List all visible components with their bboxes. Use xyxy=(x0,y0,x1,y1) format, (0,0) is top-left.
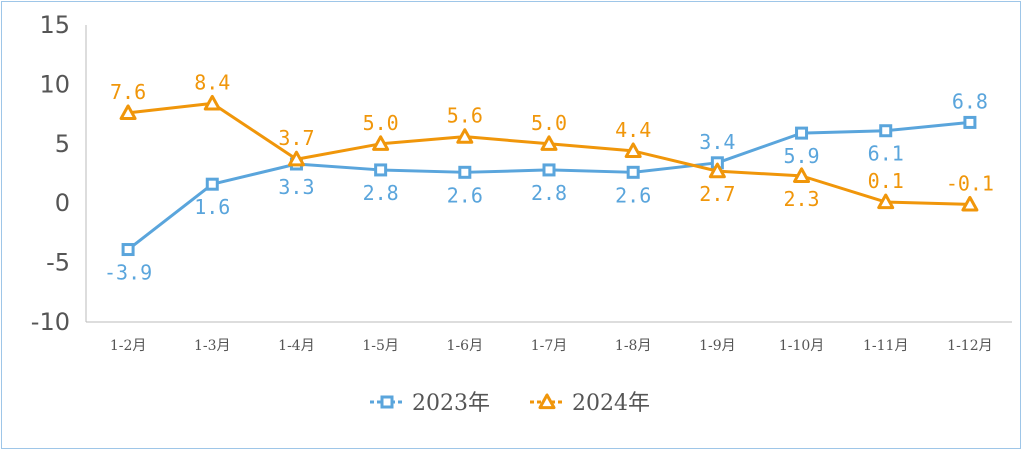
data-point xyxy=(879,124,893,138)
x-tick-label: 1-10月 xyxy=(779,338,824,354)
y-tick-label: 5 xyxy=(55,130,70,158)
y-tick-label: -5 xyxy=(46,249,70,277)
data-point xyxy=(963,115,977,129)
data-point xyxy=(372,135,390,151)
data-label: 8.4 xyxy=(194,70,230,94)
x-tick-label: 1-7月 xyxy=(531,338,568,354)
data-label: 3.4 xyxy=(699,130,735,154)
data-label: 5.0 xyxy=(363,111,399,135)
data-label: 2.7 xyxy=(699,182,735,206)
data-point xyxy=(203,94,221,111)
data-point xyxy=(458,165,472,179)
legend-swatch-marker xyxy=(380,395,394,409)
data-point xyxy=(877,193,895,210)
data-label: 2.8 xyxy=(363,181,399,205)
x-axis-ticks: 1-2月 1-3月 1-4月 1-5月 1-6月 1-7月 1-8月 1-9月 1-10月 1-1… xyxy=(110,338,993,354)
y-tick-label: 0 xyxy=(55,189,70,217)
data-label: 2.6 xyxy=(615,183,651,207)
x-tick-label: 1-12月 xyxy=(947,338,992,354)
data-label: 0.1 xyxy=(868,169,904,193)
y-tick-label: -10 xyxy=(31,308,70,336)
series-2 xyxy=(119,94,979,212)
data-label: 3.7 xyxy=(278,126,314,150)
x-tick-label: 1-4月 xyxy=(278,338,315,354)
data-point xyxy=(708,162,726,179)
data-label: 2.6 xyxy=(447,183,483,207)
data-label: 2.3 xyxy=(783,187,819,211)
x-tick-label: 1-6月 xyxy=(447,338,484,354)
y-tick-label: 15 xyxy=(39,11,70,39)
x-tick-label: 1-3月 xyxy=(194,338,231,354)
data-point xyxy=(540,135,558,151)
x-tick-label: 1-2月 xyxy=(110,338,147,354)
data-label: 6.8 xyxy=(952,89,988,113)
x-tick-label: 1-9月 xyxy=(699,338,736,354)
data-label: 7.6 xyxy=(110,80,146,104)
legend: 2023年 2024年 xyxy=(370,391,650,416)
data-point xyxy=(626,165,640,179)
data-point xyxy=(542,163,556,177)
data-point xyxy=(624,142,642,159)
data-point xyxy=(205,177,219,191)
legend-label: 2023年 xyxy=(412,391,490,416)
data-label: 3.3 xyxy=(278,175,314,199)
data-point xyxy=(119,104,137,121)
data-labels: -3.9 1.6 3.3 2.8 2.6 2.8 2.6 3.4 5.9 6.1 6.8 7.6 8.4… xyxy=(104,70,994,284)
data-point xyxy=(121,243,135,257)
data-point xyxy=(961,195,979,212)
y-tick-label: 10 xyxy=(39,70,70,98)
data-label: 5.9 xyxy=(783,144,819,168)
data-point xyxy=(287,150,305,167)
data-label: 4.4 xyxy=(615,118,651,142)
legend-item-2: 2024年 xyxy=(530,391,650,416)
data-point xyxy=(374,163,388,177)
legend-item-1: 2023年 xyxy=(370,391,490,416)
data-label: 1.6 xyxy=(194,195,230,219)
axes xyxy=(85,25,1012,323)
data-label: 5.6 xyxy=(447,104,483,128)
data-label: 6.1 xyxy=(868,142,904,166)
data-label: -3.9 xyxy=(104,261,152,285)
data-label: 5.0 xyxy=(531,111,567,135)
data-point xyxy=(456,128,474,144)
x-tick-label: 1-5月 xyxy=(362,338,399,354)
legend-swatch-marker xyxy=(538,393,556,410)
data-label: 2.8 xyxy=(531,181,567,205)
x-tick-label: 1-11月 xyxy=(863,338,908,354)
data-point xyxy=(793,167,811,183)
y-axis-ticks: -10 -5 0 5 10 15 xyxy=(31,11,70,336)
x-tick-label: 1-8月 xyxy=(615,338,652,354)
data-point xyxy=(795,126,809,140)
series-layer xyxy=(119,94,979,257)
legend-label: 2024年 xyxy=(572,391,650,416)
data-label: -0.1 xyxy=(946,171,994,195)
